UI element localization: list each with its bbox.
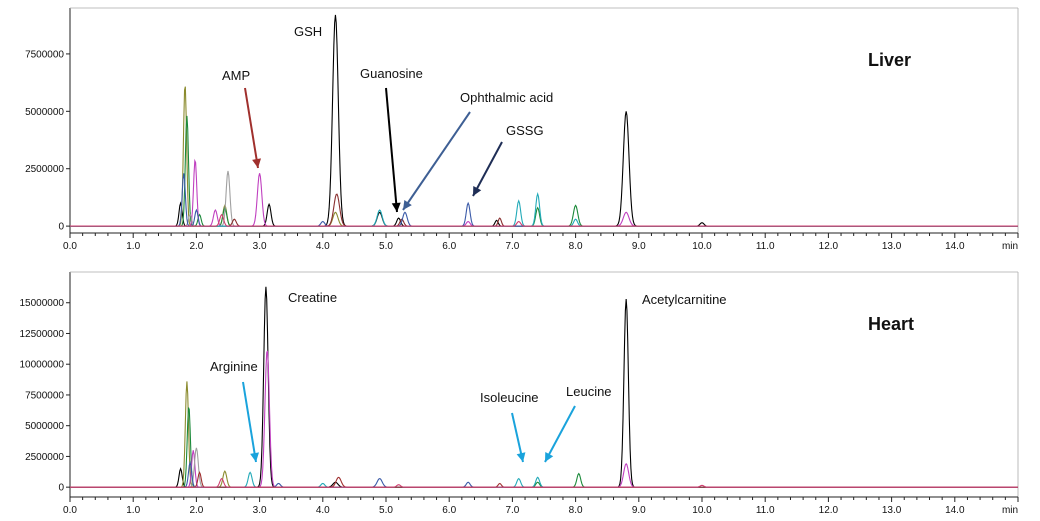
annotations: Creatine Acetylcarnitine Arginine Isoleucin… bbox=[210, 290, 727, 463]
x-tick-label: 13.0 bbox=[882, 241, 902, 252]
peak-arrow bbox=[511, 412, 526, 463]
x-tick-label: 0.0 bbox=[63, 241, 77, 252]
x-tick-label: 10.0 bbox=[692, 505, 712, 516]
peak-arrow bbox=[402, 111, 471, 211]
chromatogram-trace bbox=[70, 86, 1018, 227]
y-axis: 0 2500000 5000000 7500000 10000000 12500000 15… bbox=[20, 298, 70, 494]
x-tick-label: 11.0 bbox=[756, 241, 775, 252]
x-tick-label: 6.0 bbox=[442, 505, 456, 516]
peak-arrow bbox=[244, 87, 261, 169]
peak-annotation-label: GSSG bbox=[506, 123, 544, 138]
x-tick-label: 3.0 bbox=[253, 505, 267, 516]
chromatogram-trace bbox=[70, 471, 1018, 488]
chromatogram-trace bbox=[70, 381, 1018, 488]
liver-chromatogram-panel: 0 2500000 5000000 7500000 0.0 1.0 2.0 3.0 4.0 5.0… bbox=[25, 7, 1019, 252]
y-axis: 0 2500000 5000000 7500000 bbox=[25, 49, 70, 233]
chromatogram-trace bbox=[70, 447, 1018, 488]
chromatogram-trace bbox=[70, 170, 1018, 227]
peak-annotation-label: Ophthalmic acid bbox=[460, 90, 553, 105]
x-tick-label: 7.0 bbox=[505, 505, 519, 516]
peak-annotation-label: Acetylcarnitine bbox=[642, 292, 727, 307]
chromatogram-trace bbox=[70, 173, 1018, 227]
x-tick-label: 10.0 bbox=[692, 241, 712, 252]
y-tick-label: 15000000 bbox=[20, 298, 65, 309]
y-tick-label: 0 bbox=[58, 483, 64, 494]
peak-arrow bbox=[544, 405, 576, 463]
peak-arrow bbox=[242, 381, 259, 463]
y-tick-label: 7500000 bbox=[25, 49, 64, 60]
plot-frame bbox=[69, 7, 1019, 233]
peak-annotation-label: Isoleucine bbox=[480, 390, 539, 405]
peak-arrow bbox=[385, 87, 401, 213]
peak-annotation-label: Creatine bbox=[288, 290, 337, 305]
y-tick-label: 5000000 bbox=[25, 107, 64, 118]
panel-title: Heart bbox=[868, 314, 914, 334]
y-tick-label: 2500000 bbox=[25, 452, 64, 463]
peak-annotation-label: GSH bbox=[294, 24, 322, 39]
x-axis: 0.0 1.0 2.0 3.0 4.0 5.0 6.0 7.0 8.0 9.0 10.0 11.0 12… bbox=[63, 497, 1019, 516]
x-axis: 0.0 1.0 2.0 3.0 4.0 5.0 6.0 7.0 8.0 9.0 10.0 11.0 12… bbox=[63, 233, 1019, 252]
x-tick-label: 14.0 bbox=[945, 241, 965, 252]
peak-arrow bbox=[472, 141, 503, 197]
x-tick-label: 6.0 bbox=[442, 241, 456, 252]
x-tick-label: 2.0 bbox=[189, 505, 203, 516]
x-tick-label: 9.0 bbox=[632, 505, 646, 516]
chromatogram-trace bbox=[70, 407, 1018, 488]
x-tick-label: 12.0 bbox=[819, 505, 839, 516]
chromatogram-trace bbox=[70, 115, 1018, 227]
x-tick-label: 1.0 bbox=[126, 505, 140, 516]
x-tick-label: 4.0 bbox=[316, 505, 330, 516]
x-tick-label: 4.0 bbox=[316, 241, 330, 252]
x-tick-label: 8.0 bbox=[569, 505, 583, 516]
y-tick-label: 0 bbox=[58, 222, 64, 233]
chromatogram-trace bbox=[70, 14, 1018, 227]
chromatogram-trace bbox=[70, 477, 1018, 488]
x-tick-label: 5.0 bbox=[379, 505, 393, 516]
x-tick-label: 9.0 bbox=[632, 241, 646, 252]
x-tick-label: 14.0 bbox=[945, 505, 965, 516]
x-tick-label: 3.0 bbox=[253, 241, 267, 252]
x-tick-label: 5.0 bbox=[379, 241, 393, 252]
x-tick-label: 12.0 bbox=[819, 241, 839, 252]
y-tick-label: 12500000 bbox=[20, 329, 65, 340]
x-axis-unit: min bbox=[1002, 505, 1018, 516]
x-tick-label: 0.0 bbox=[63, 505, 77, 516]
y-tick-label: 2500000 bbox=[25, 164, 64, 175]
trace-group bbox=[70, 14, 1018, 227]
chromatogram-trace bbox=[70, 460, 1018, 488]
peak-annotation-label: Guanosine bbox=[360, 66, 423, 81]
trace-group bbox=[70, 286, 1018, 488]
chromatogram-trace bbox=[70, 471, 1018, 488]
x-tick-label: 1.0 bbox=[126, 241, 140, 252]
y-tick-label: 5000000 bbox=[25, 421, 64, 432]
y-tick-label: 10000000 bbox=[20, 360, 65, 371]
x-tick-label: 13.0 bbox=[882, 505, 902, 516]
peak-annotation-label: Arginine bbox=[210, 359, 258, 374]
y-tick-label: 7500000 bbox=[25, 390, 64, 401]
annotations: GSH AMP Guanosine Ophthalmic acid GSSG bbox=[222, 24, 553, 213]
chromatogram-trace bbox=[70, 158, 1018, 227]
panel-title: Liver bbox=[868, 50, 911, 70]
peak-annotation-label: Leucine bbox=[566, 384, 612, 399]
x-tick-label: 8.0 bbox=[569, 241, 583, 252]
heart-chromatogram-panel: 0 2500000 5000000 7500000 10000000 12500000 15… bbox=[20, 271, 1019, 516]
peak-annotation-label: AMP bbox=[222, 68, 250, 83]
x-tick-label: 11.0 bbox=[756, 505, 775, 516]
x-tick-label: 7.0 bbox=[505, 241, 519, 252]
chromatogram-trace bbox=[70, 213, 1018, 227]
x-axis-unit: min bbox=[1002, 241, 1018, 252]
plot-frame bbox=[69, 271, 1019, 497]
x-tick-label: 2.0 bbox=[189, 241, 203, 252]
